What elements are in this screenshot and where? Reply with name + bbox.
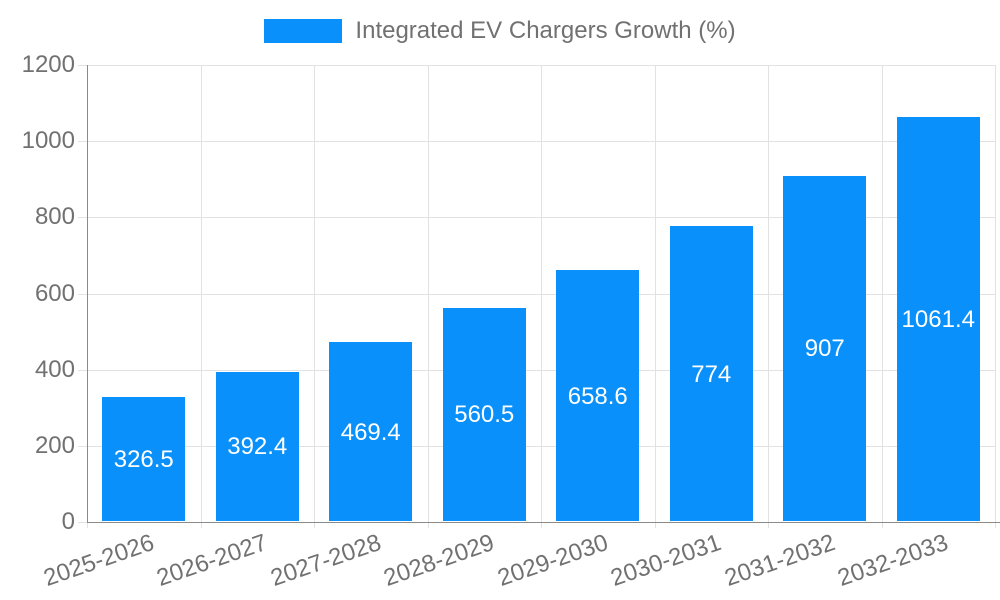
v-gridline xyxy=(881,65,883,522)
x-tick-label: 2030-2031 xyxy=(607,529,726,592)
y-tick-label: 200 xyxy=(34,431,75,459)
bar xyxy=(329,342,413,521)
bar-value-label: 392.4 xyxy=(227,433,288,461)
y-axis-tick xyxy=(78,293,87,295)
v-gridline xyxy=(541,65,542,522)
bar xyxy=(442,307,526,521)
v-gridline xyxy=(995,65,996,522)
bar xyxy=(102,396,186,521)
bar-value-label: 560.5 xyxy=(454,401,515,429)
bar-value-label: 658.6 xyxy=(567,382,628,410)
y-axis-tick xyxy=(78,369,87,371)
y-axis-tick xyxy=(78,217,87,219)
v-gridline xyxy=(654,65,656,522)
x-tick-label: 2032-2033 xyxy=(834,529,953,592)
x-axis-tick xyxy=(541,522,542,528)
x-axis-tick xyxy=(200,522,202,528)
y-tick-label: 600 xyxy=(34,279,75,307)
y-tick-label: 800 xyxy=(34,203,75,231)
y-tick-label: 1000 xyxy=(21,127,75,155)
bar xyxy=(215,371,299,521)
x-tick-label: 2028-2029 xyxy=(380,529,499,592)
y-tick-label: 0 xyxy=(61,508,75,535)
y-axis-line xyxy=(87,65,88,522)
v-gridline xyxy=(200,65,202,522)
x-axis-tick xyxy=(995,522,996,528)
bar-value-label: 469.4 xyxy=(340,418,401,446)
bar-value-label: 326.5 xyxy=(113,445,174,473)
plot-area: 0 200 400 600 800 1000 1200 326.5 2025-2026 392.4… xyxy=(22,51,1000,592)
x-axis-tick xyxy=(768,522,769,528)
x-axis-tick xyxy=(314,522,315,528)
bar-value-label: 907 xyxy=(804,335,845,363)
x-tick-label: 2026-2027 xyxy=(153,529,272,592)
y-axis-tick xyxy=(78,141,87,143)
y-tick-label: 1200 xyxy=(21,51,75,78)
y-tick-label: 400 xyxy=(34,355,75,383)
x-axis-tick xyxy=(881,522,883,528)
legend-label: Integrated EV Chargers Growth (%) xyxy=(355,17,736,44)
legend-swatch xyxy=(264,19,343,43)
v-gridline xyxy=(768,65,769,522)
bar-value-label: 774 xyxy=(691,360,732,388)
v-gridline xyxy=(314,65,315,522)
y-axis-tick xyxy=(78,65,87,66)
x-axis-tick xyxy=(427,522,429,528)
bar xyxy=(556,270,640,521)
v-gridline xyxy=(427,65,429,522)
bar xyxy=(783,175,867,521)
bar xyxy=(896,116,980,521)
x-axis-line xyxy=(87,522,1000,523)
y-axis-tick xyxy=(78,445,87,447)
x-tick-label: 2029-2030 xyxy=(494,529,612,592)
chart-legend[interactable]: Integrated EV Chargers Growth (%) xyxy=(0,17,1000,45)
bar xyxy=(669,226,753,521)
x-tick-label: 2027-2028 xyxy=(267,529,385,592)
x-tick-label: 2025-2026 xyxy=(40,529,158,592)
bar-value-label: 1061.4 xyxy=(901,305,975,333)
x-tick-label: 2031-2032 xyxy=(721,529,839,592)
x-axis-tick xyxy=(654,522,656,528)
y-axis-tick xyxy=(78,522,87,523)
x-axis-tick xyxy=(87,522,88,528)
